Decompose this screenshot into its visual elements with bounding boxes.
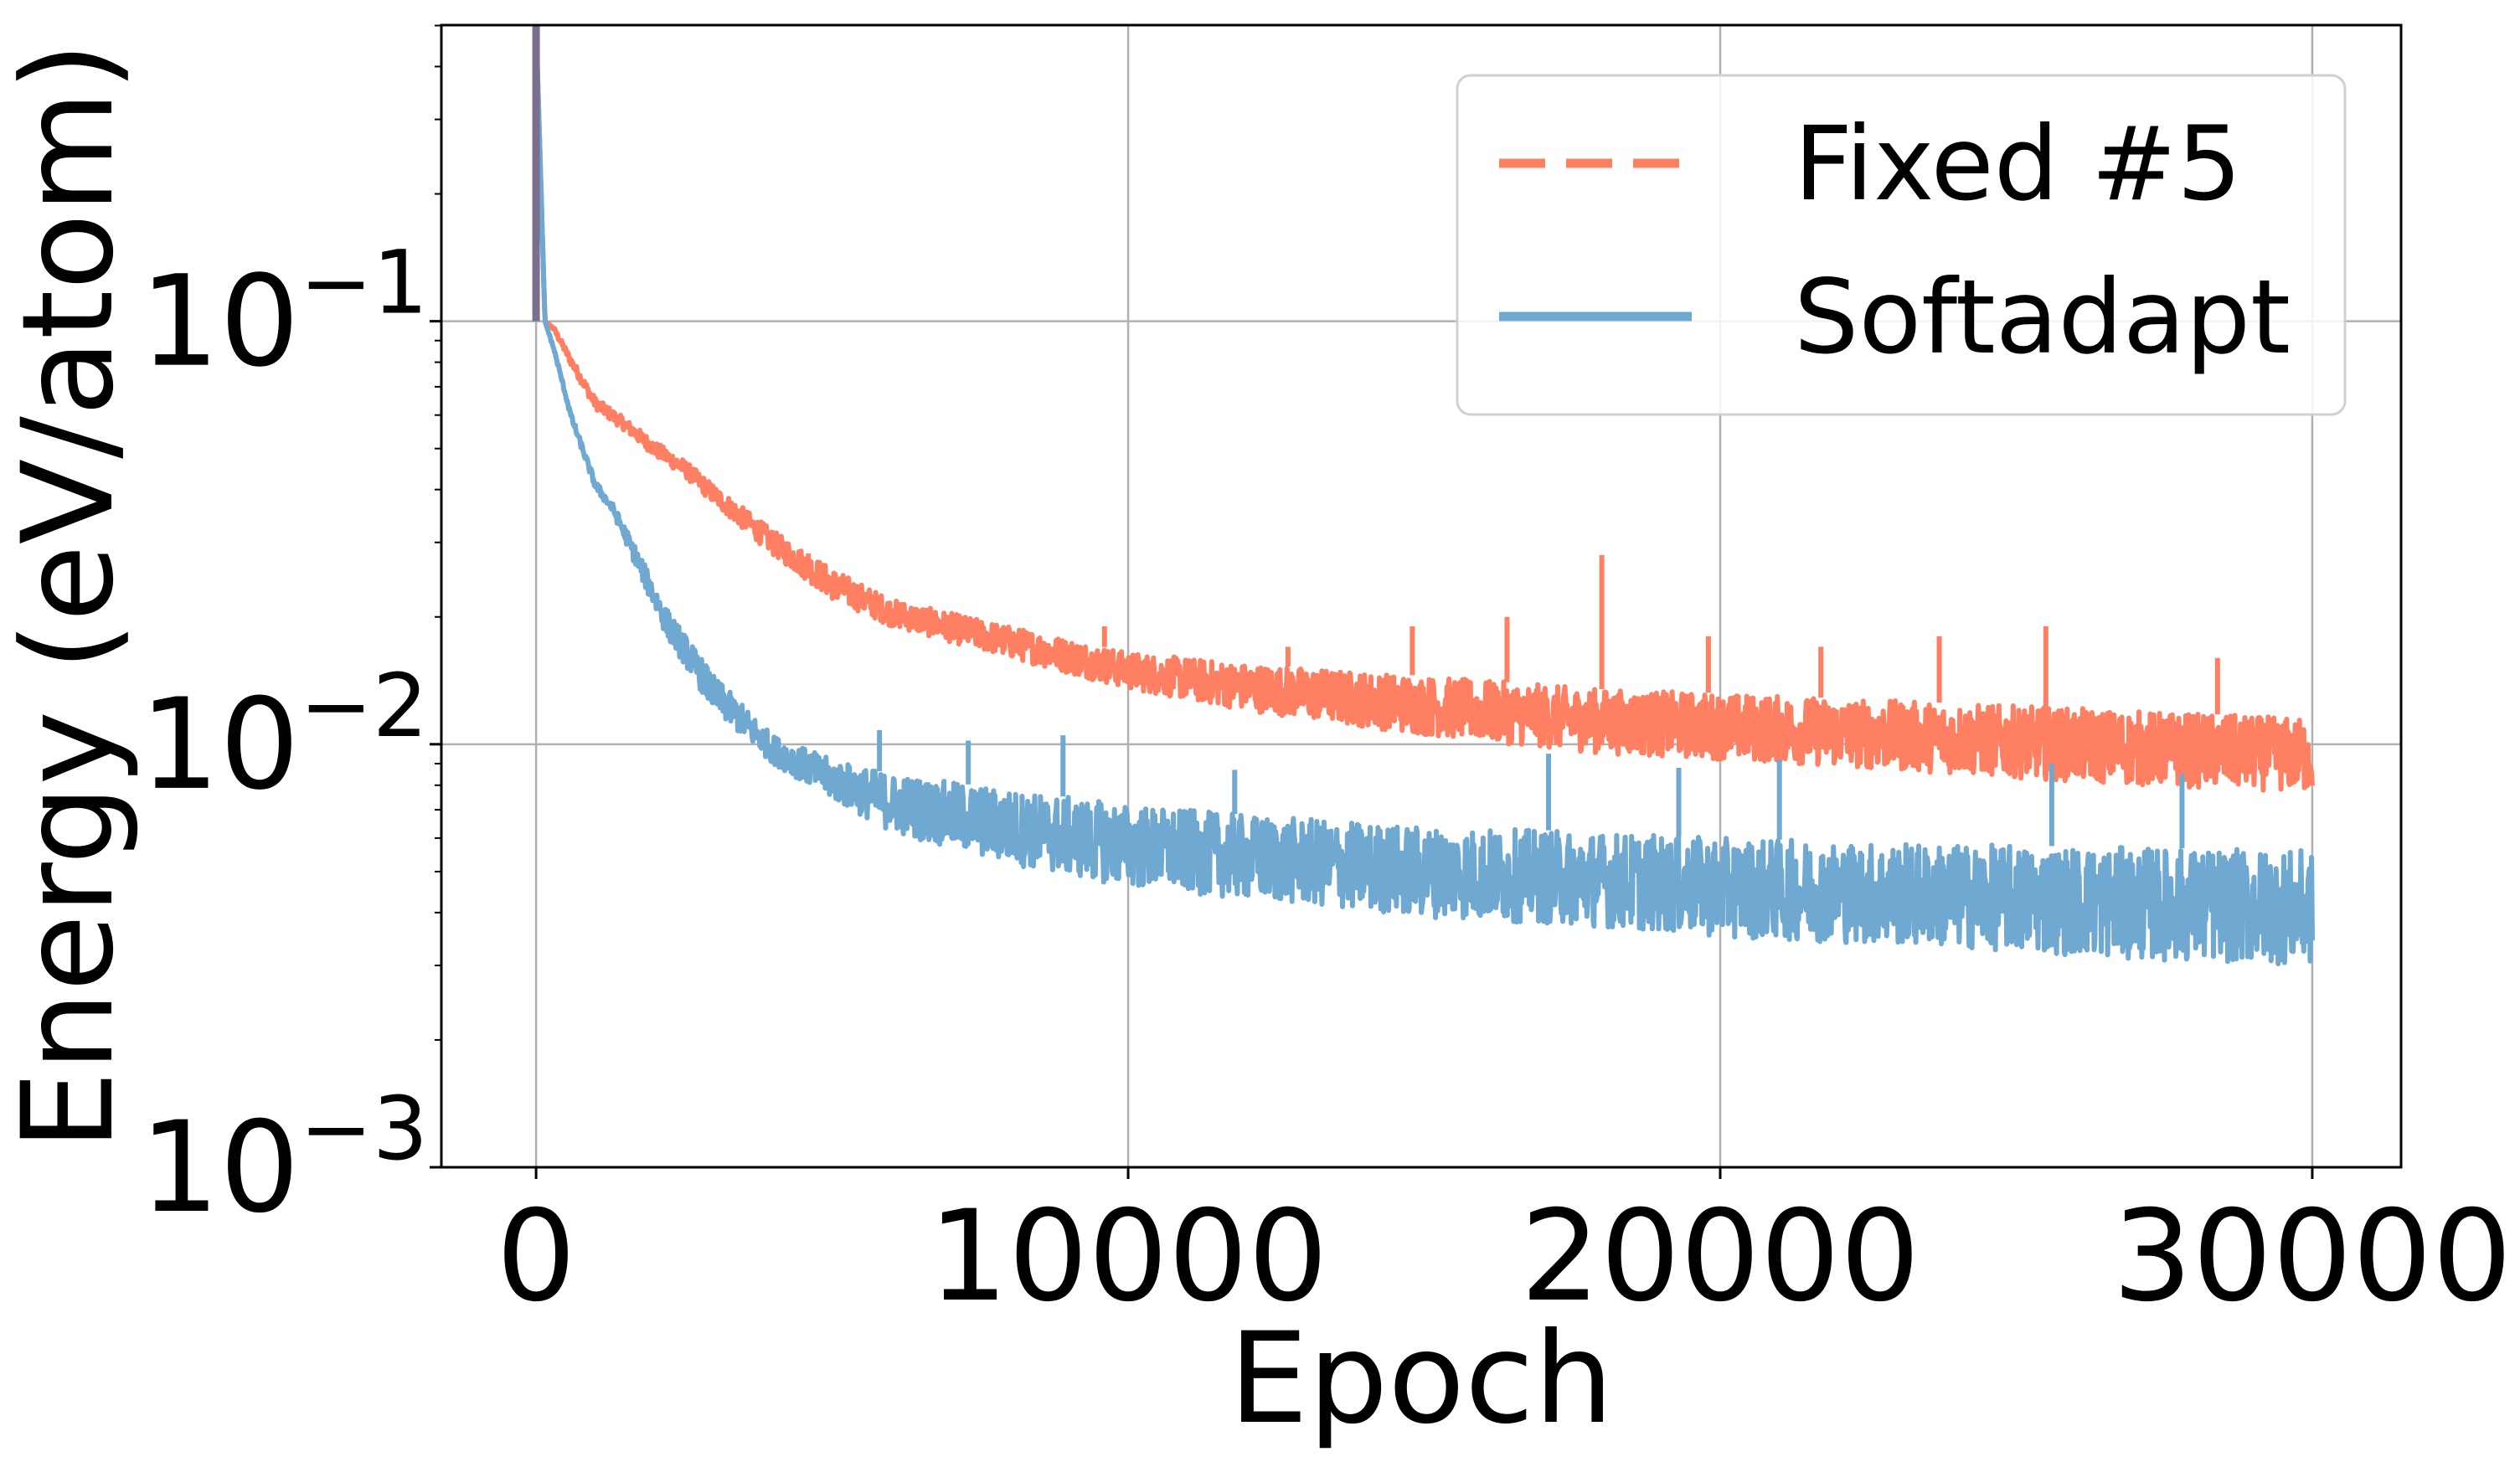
series-0 [533, 25, 2315, 793]
y-tick-label: 10−3 [140, 1078, 428, 1241]
y-axis-label: Energy (eV/atom) [0, 42, 142, 1151]
series-line [533, 25, 2315, 966]
x-tick-label: 20000 [1520, 1184, 1920, 1330]
x-tick-label: 0 [496, 1184, 575, 1330]
legend-label-softadapt: Softadapt [1794, 258, 2291, 377]
y-tick-label: 10−2 [140, 655, 428, 818]
series-layer [532, 25, 2315, 966]
series-line [533, 25, 2315, 793]
series-1 [533, 25, 2315, 966]
x-tick-label: 30000 [2112, 1184, 2512, 1330]
y-axis-ticks: 10−1 10−2 10−3 [140, 24, 441, 1241]
x-tick-label: 10000 [928, 1184, 1327, 1330]
legend-label-fixed: Fixed #5 [1794, 105, 2242, 224]
x-axis-ticks: 0 10000 20000 30000 [496, 1167, 2512, 1330]
x-axis-label: Epoch [1229, 1306, 1613, 1452]
y-tick-label: 10−1 [140, 232, 428, 395]
legend: Fixed #5 Softadapt [1456, 74, 2347, 416]
plot-frame [440, 23, 2403, 1169]
